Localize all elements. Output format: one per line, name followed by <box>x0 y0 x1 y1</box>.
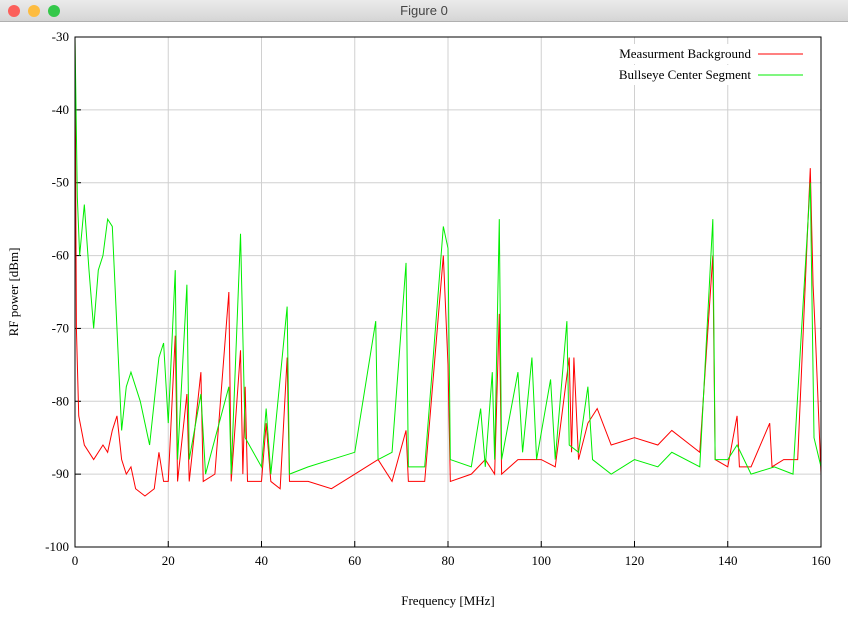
title-bar: Figure 0 <box>0 0 848 22</box>
window-title: Figure 0 <box>400 3 448 18</box>
x-tick-label: 120 <box>625 553 645 568</box>
series-line <box>74 36 822 475</box>
y-tick-label: -50 <box>52 175 69 190</box>
x-axis-label: Frequency [MHz] <box>401 593 495 608</box>
x-tick-label: 140 <box>718 553 738 568</box>
zoom-button[interactable] <box>48 5 60 17</box>
y-tick-label: -40 <box>52 102 69 117</box>
x-tick-label: 80 <box>442 553 455 568</box>
y-tick-label: -70 <box>52 320 69 335</box>
legend-label: Bullseye Center Segment <box>619 67 752 82</box>
x-tick-label: 100 <box>532 553 552 568</box>
legend-label: Measurment Background <box>619 46 751 61</box>
y-tick-label: -30 <box>52 29 69 44</box>
x-tick-label: 40 <box>255 553 268 568</box>
x-tick-label: 0 <box>72 553 79 568</box>
y-tick-label: -80 <box>52 393 69 408</box>
y-tick-label: -60 <box>52 248 69 263</box>
x-tick-label: 60 <box>348 553 361 568</box>
legend-background <box>593 65 815 85</box>
series-line <box>74 36 822 497</box>
close-button[interactable] <box>8 5 20 17</box>
chart: Frequency [MHz] RF power [dBm] 0 20 40 60 80… <box>6 29 831 608</box>
y-tick-label: -90 <box>52 466 69 481</box>
x-tick-label: 20 <box>162 553 175 568</box>
y-axis-label: RF power [dBm] <box>6 248 21 337</box>
plot-frame <box>74 36 822 548</box>
minimize-button[interactable] <box>28 5 40 17</box>
legend-background <box>593 44 815 64</box>
x-tick-label: 160 <box>811 553 831 568</box>
y-tick-label: -100 <box>45 539 69 554</box>
